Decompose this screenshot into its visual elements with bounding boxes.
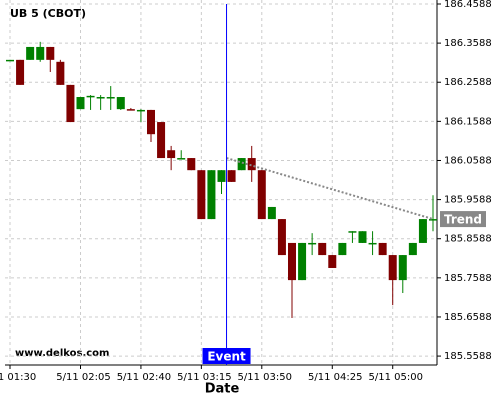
candle-body (338, 242, 347, 256)
candle-body (257, 170, 266, 220)
candle-body (76, 97, 85, 110)
candle-body (348, 231, 357, 233)
y-tick-label: 185.6588 (444, 312, 492, 323)
y-tick-label: 186.2588 (444, 77, 492, 88)
x-tick-label: 5/11 05:00 (368, 372, 422, 383)
candle-body (408, 242, 417, 256)
event-label: Event (207, 350, 246, 364)
candle-body (96, 97, 105, 99)
candle-body (318, 242, 327, 256)
candle-body (277, 219, 286, 256)
candle-body (36, 46, 45, 60)
candle-body (429, 219, 437, 221)
candle-body (6, 59, 14, 62)
x-tick-label: 5/11 02:05 (56, 372, 110, 383)
candle-body (86, 95, 95, 98)
candle-body (388, 255, 397, 281)
candle-body (46, 46, 55, 60)
trend-label: Trend (444, 213, 482, 227)
candle-body (187, 158, 196, 171)
candle-body (157, 122, 166, 159)
candle-body (267, 206, 276, 220)
candle-body (328, 255, 337, 268)
candle-body (26, 46, 35, 60)
candle-body (66, 84, 75, 123)
candle-body (116, 97, 125, 110)
candle-body (16, 59, 25, 85)
y-tick-label: 186.0588 (444, 155, 492, 166)
candle-body (197, 170, 206, 220)
x-tick-label: 5/11 03:50 (238, 372, 292, 383)
candle-body (298, 242, 307, 281)
watermark: www.delkos.com (15, 348, 109, 359)
y-tick-label: 185.8588 (444, 234, 492, 245)
y-tick-label: 186.3588 (444, 38, 492, 49)
y-tick-label: 186.4588 (444, 0, 492, 10)
x-tick-label: 5/11 03:15 (177, 372, 231, 383)
candle-body (167, 150, 176, 159)
candle-body (247, 158, 256, 171)
candle-body (106, 97, 115, 99)
candle-body (288, 242, 296, 281)
x-axis-label: Date (205, 382, 240, 397)
event-label-box (202, 348, 251, 364)
candle-body (308, 242, 317, 245)
candle-body (418, 219, 427, 243)
x-tick-label: 5/11 04:25 (308, 372, 362, 383)
candle-body (147, 109, 155, 135)
candle-body (378, 242, 387, 256)
candle-body (126, 109, 135, 111)
y-tick-label: 185.7588 (444, 273, 492, 284)
candle-body (56, 61, 65, 85)
y-tick-label: 186.1588 (444, 116, 492, 127)
candle-body (207, 170, 216, 220)
candle-body (368, 242, 377, 245)
chart-title: UB 5 (CBOT) (10, 7, 86, 20)
candle-body (398, 255, 407, 281)
candle-body (237, 158, 246, 171)
candle-body (358, 231, 367, 243)
candle-body (177, 158, 186, 160)
candle-body (227, 170, 236, 182)
y-tick-label: 185.9588 (444, 195, 492, 206)
candle-body (136, 109, 145, 112)
candle-body (217, 170, 226, 182)
y-tick-label: 185.5588 (444, 351, 492, 362)
x-tick-label: 1 01:30 (0, 372, 36, 383)
trend-label-box (440, 211, 486, 228)
x-tick-label: 5/11 02:40 (117, 372, 171, 383)
